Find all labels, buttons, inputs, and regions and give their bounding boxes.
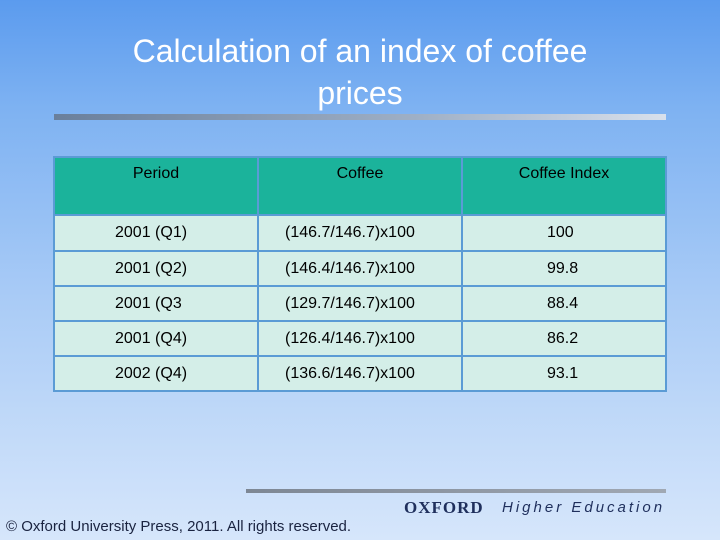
cell-period: 2001 (Q1) xyxy=(53,214,259,252)
cell-coffee-index: 100 xyxy=(461,214,667,252)
cell-period: 2001 (Q4) xyxy=(53,320,259,357)
table-row: 2001 (Q2) (146.4/146.7)x100 99.8 xyxy=(53,250,667,287)
higher-education-label: Higher Education xyxy=(502,499,666,516)
oxford-logo: OXFORD xyxy=(404,498,484,517)
footer-divider xyxy=(246,489,666,493)
cell-coffee: (146.4/146.7)x100 xyxy=(257,250,463,287)
table-row: 2001 (Q1) (146.7/146.7)x100 100 xyxy=(53,214,667,252)
cell-coffee: (136.6/146.7)x100 xyxy=(257,355,463,392)
coffee-index-table: Period Coffee Coffee Index 2001 (Q1) (14… xyxy=(53,156,667,392)
cell-coffee-index: 86.2 xyxy=(461,320,667,357)
cell-coffee-index: 88.4 xyxy=(461,285,667,322)
cell-period: 2001 (Q3 xyxy=(53,285,259,322)
table-row: 2001 (Q3 (129.7/146.7)x100 88.4 xyxy=(53,285,667,322)
slide-title-line-2: prices xyxy=(317,75,403,111)
cell-coffee-index: 93.1 xyxy=(461,355,667,392)
header-coffee: Coffee xyxy=(257,156,463,216)
cell-period: 2001 (Q2) xyxy=(53,250,259,287)
table-row: 2002 (Q4) (136.6/146.7)x100 93.1 xyxy=(53,355,667,392)
slide-title-line-1: Calculation of an index of coffee xyxy=(132,33,588,69)
copyright-notice: © Oxford University Press, 2011. All rig… xyxy=(6,518,352,535)
cell-coffee: (126.4/146.7)x100 xyxy=(257,320,463,357)
header-period: Period xyxy=(53,156,259,216)
slide-title: Calculation of an index of coffee prices xyxy=(60,30,660,114)
header-coffee-index: Coffee Index xyxy=(461,156,667,216)
cell-coffee-index: 99.8 xyxy=(461,250,667,287)
table-row: 2001 (Q4) (126.4/146.7)x100 86.2 xyxy=(53,320,667,357)
cell-period: 2002 (Q4) xyxy=(53,355,259,392)
cell-coffee: (146.7/146.7)x100 xyxy=(257,214,463,252)
title-divider xyxy=(54,114,666,120)
table-header-row: Period Coffee Coffee Index xyxy=(53,156,667,216)
cell-coffee: (129.7/146.7)x100 xyxy=(257,285,463,322)
